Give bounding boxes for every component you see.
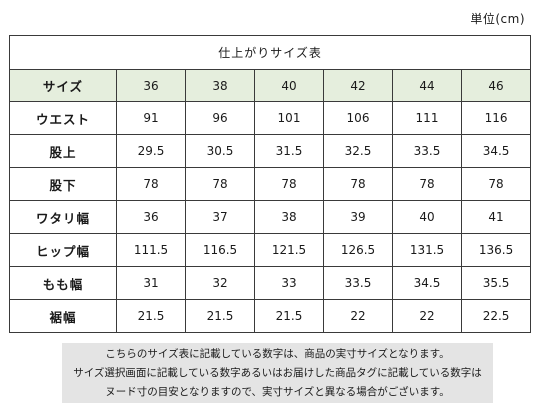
row-label: 裾幅	[9, 299, 117, 333]
size-header-label: サイズ	[9, 69, 117, 102]
table-cell: 131.5	[392, 233, 462, 267]
table-cell: 78	[460, 167, 532, 201]
table-cell: 126.5	[323, 233, 393, 267]
size-cell: 40	[254, 69, 324, 102]
table-cell: 21.5	[185, 299, 255, 333]
table-row-thigh-width: ワタリ幅 36 37 38 39 40 41	[9, 200, 532, 234]
table-cell: 21.5	[116, 299, 186, 333]
size-header-row: サイズ 36 38 40 42 44 46	[9, 69, 532, 102]
table-cell: 33.5	[323, 266, 393, 300]
table-cell: 136.5	[460, 233, 532, 267]
table-cell: 111	[392, 101, 462, 135]
table-cell: 31.5	[254, 134, 324, 168]
row-label: 股上	[9, 134, 117, 168]
table-cell: 106	[323, 101, 393, 135]
note-line: こちらのサイズ表に記載している数字は、商品の実寸サイズとなります。	[105, 348, 450, 360]
row-label: もも幅	[9, 266, 117, 300]
table-cell: 31	[116, 266, 186, 300]
size-cell: 44	[392, 69, 462, 102]
row-label: ウエスト	[9, 101, 117, 135]
table-cell: 116.5	[185, 233, 255, 267]
table-cell: 101	[254, 101, 324, 135]
table-cell: 111.5	[116, 233, 186, 267]
size-cell: 46	[460, 69, 532, 102]
table-cell: 30.5	[185, 134, 255, 168]
table-row-inseam: 股下 78 78 78 78 78 78	[9, 167, 532, 201]
table-cell: 78	[185, 167, 255, 201]
size-cell: 42	[323, 69, 393, 102]
table-cell: 121.5	[254, 233, 324, 267]
table-cell: 36	[116, 200, 186, 234]
table-cell: 22	[323, 299, 393, 333]
table-cell: 32.5	[323, 134, 393, 168]
table-row-thigh: もも幅 31 32 33 33.5 34.5 35.5	[9, 266, 532, 300]
table-cell: 32	[185, 266, 255, 300]
table-cell: 29.5	[116, 134, 186, 168]
size-chart-table: 仕上がりサイズ表 サイズ 36 38 40 42 44 46 ウエスト 91 9…	[8, 35, 532, 333]
table-cell: 38	[254, 200, 324, 234]
table-cell: 21.5	[254, 299, 324, 333]
table-row-waist: ウエスト 91 96 101 106 111 116	[9, 101, 532, 135]
table-cell: 39	[323, 200, 393, 234]
table-cell: 116	[460, 101, 532, 135]
table-cell: 33	[254, 266, 324, 300]
table-cell: 78	[392, 167, 462, 201]
table-cell: 78	[116, 167, 186, 201]
unit-label: 単位(cm)	[470, 12, 525, 26]
table-title: 仕上がりサイズ表	[8, 35, 532, 70]
row-label: ワタリ幅	[9, 200, 117, 234]
table-cell: 34.5	[460, 134, 532, 168]
table-cell: 40	[392, 200, 462, 234]
table-cell: 78	[254, 167, 324, 201]
table-row-rise: 股上 29.5 30.5 31.5 32.5 33.5 34.5	[9, 134, 532, 168]
table-cell: 78	[323, 167, 393, 201]
table-cell: 22.5	[460, 299, 532, 333]
row-label: 股下	[9, 167, 117, 201]
table-cell: 35.5	[460, 266, 532, 300]
table-title-row: 仕上がりサイズ表	[8, 35, 532, 70]
table-cell: 91	[116, 101, 186, 135]
table-row-hip: ヒップ幅 111.5 116.5 121.5 126.5 131.5 136.5	[9, 233, 532, 267]
table-row-hem: 裾幅 21.5 21.5 21.5 22 22 22.5	[9, 299, 532, 333]
size-note-box: こちらのサイズ表に記載している数字は、商品の実寸サイズとなります。 サイズ選択画…	[62, 343, 493, 403]
table-cell: 41	[460, 200, 532, 234]
table-cell: 34.5	[392, 266, 462, 300]
size-cell: 38	[185, 69, 255, 102]
size-cell: 36	[116, 69, 186, 102]
table-cell: 33.5	[392, 134, 462, 168]
row-label: ヒップ幅	[9, 233, 117, 267]
table-cell: 37	[185, 200, 255, 234]
note-line: サイズ選択画面に記載している数字あるいはお届けした商品タグに記載している数字は	[73, 367, 482, 379]
table-cell: 22	[392, 299, 462, 333]
note-line: ヌード寸の目安となりますので、実寸サイズと異なる場合がございます。	[105, 386, 450, 398]
table-cell: 96	[185, 101, 255, 135]
